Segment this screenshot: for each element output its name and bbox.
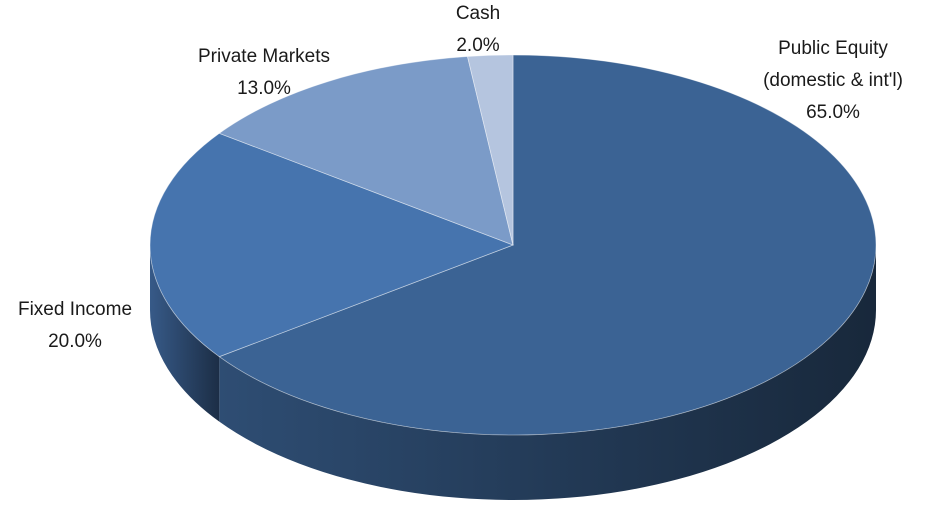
slice-label: Fixed Income 20.0% (0, 294, 175, 358)
category-label: Public Equity (domestic & int'l) (763, 38, 903, 91)
pie-slice (218, 56, 514, 246)
category-label: Fixed Income (17, 299, 133, 320)
slice-label: Private Markets 13.0% (164, 41, 364, 105)
value-label: 2.0% (456, 35, 500, 56)
slice-side (219, 245, 876, 501)
pie-slice (467, 54, 514, 246)
value-label: 65.0% (806, 102, 860, 123)
pie-slice (149, 132, 515, 358)
value-label: 20.0% (48, 331, 102, 352)
slice-label: Public Equity (domestic & int'l) 65.0% (738, 33, 927, 129)
slice-side (150, 245, 220, 422)
category-label: Private Markets (198, 46, 330, 67)
value-label: 13.0% (237, 78, 291, 99)
category-label: Cash (455, 3, 501, 24)
pie-slice (218, 54, 877, 436)
slice-label: Cash 2.0% (418, 0, 538, 62)
